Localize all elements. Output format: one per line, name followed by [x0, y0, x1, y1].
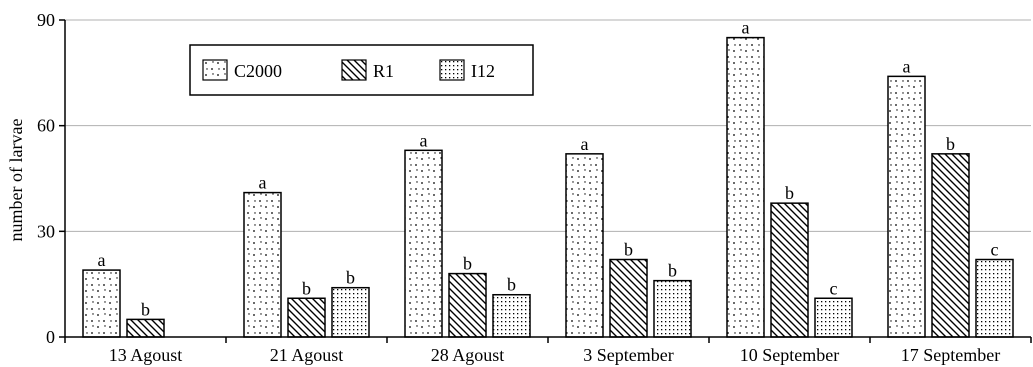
axes — [59, 19, 1032, 343]
bar-i12-21-agoust — [331, 286, 370, 338]
y-tick-label-30: 30 — [37, 221, 55, 241]
y-tick-label-60: 60 — [37, 116, 55, 136]
y-axis-label: number of larvae — [6, 119, 26, 242]
bar-c2000-3-september — [565, 153, 604, 338]
x-tick-label-28-agoust: 28 Agoust — [431, 345, 505, 365]
y-tick-label-90: 90 — [37, 10, 55, 30]
bar-c2000-17-september — [887, 75, 926, 338]
x-tick-label-13-agoust: 13 Agoust — [109, 345, 183, 365]
bar-i12-28-agoust — [492, 293, 531, 338]
x-tick-label-21-agoust: 21 Agoust — [270, 345, 344, 365]
bar-r1-3-september — [609, 258, 648, 338]
bar-c2000-21-agoust — [243, 191, 282, 338]
sig-label-i12-10-september: c — [830, 278, 838, 298]
sig-label-c2000-13-agoust: a — [98, 250, 106, 270]
sig-label-r1-3-september: b — [624, 240, 633, 260]
sig-label-r1-21-agoust: b — [302, 278, 311, 298]
sig-label-r1-28-agoust: b — [463, 254, 472, 274]
bar-i12-17-september — [975, 258, 1014, 338]
x-tick-label-10-september: 10 September — [740, 345, 839, 365]
bar-r1-28-agoust — [448, 272, 487, 338]
bar-i12-3-september — [653, 279, 692, 338]
sig-label-c2000-28-agoust: a — [420, 130, 428, 150]
legend-label-i12: I12 — [471, 61, 495, 81]
legend-swatch-r1 — [341, 59, 367, 81]
sig-label-i12-28-agoust: b — [507, 275, 516, 295]
gridlines — [65, 19, 1031, 232]
bar-r1-13-agoust — [126, 318, 165, 338]
sig-label-i12-17-september: c — [991, 240, 999, 260]
bar-c2000-28-agoust — [404, 149, 443, 338]
legend-label-r1: R1 — [373, 61, 394, 81]
y-tick-labels: 0 30 60 90 — [37, 10, 55, 347]
sig-label-i12-3-september: b — [668, 261, 677, 281]
sig-label-c2000-10-september: a — [742, 18, 750, 38]
y-tick-label-0: 0 — [46, 327, 55, 347]
legend: C2000 R1 I12 — [189, 44, 534, 96]
bar-r1-17-september — [931, 153, 970, 338]
legend-swatch-c2000 — [202, 59, 228, 81]
bar-r1-21-agoust — [287, 297, 326, 338]
bar-c2000-10-september — [726, 36, 765, 338]
bars — [82, 36, 1014, 338]
bar-r1-10-september — [770, 202, 809, 338]
sig-label-r1-17-september: b — [946, 134, 955, 154]
sig-label-r1-10-september: b — [785, 183, 794, 203]
x-tick-label-17-september: 17 September — [901, 345, 1000, 365]
significance-labels: a a a a a a b b b b b b b b b c c — [98, 18, 999, 320]
sig-label-c2000-21-agoust: a — [259, 173, 267, 193]
sig-label-c2000-3-september: a — [581, 134, 589, 154]
sig-label-i12-21-agoust: b — [346, 268, 355, 288]
bar-i12-10-september — [814, 297, 853, 338]
sig-label-c2000-17-september: a — [903, 56, 911, 76]
legend-swatch-i12 — [439, 59, 465, 81]
legend-label-c2000: C2000 — [234, 61, 282, 81]
bar-c2000-13-agoust — [82, 269, 121, 338]
x-tick-labels: 13 Agoust 21 Agoust 28 Agoust 3 September 10… — [109, 345, 1001, 365]
x-tick-label-3-september: 3 September — [583, 345, 673, 365]
sig-label-r1-13-agoust: b — [141, 299, 150, 319]
